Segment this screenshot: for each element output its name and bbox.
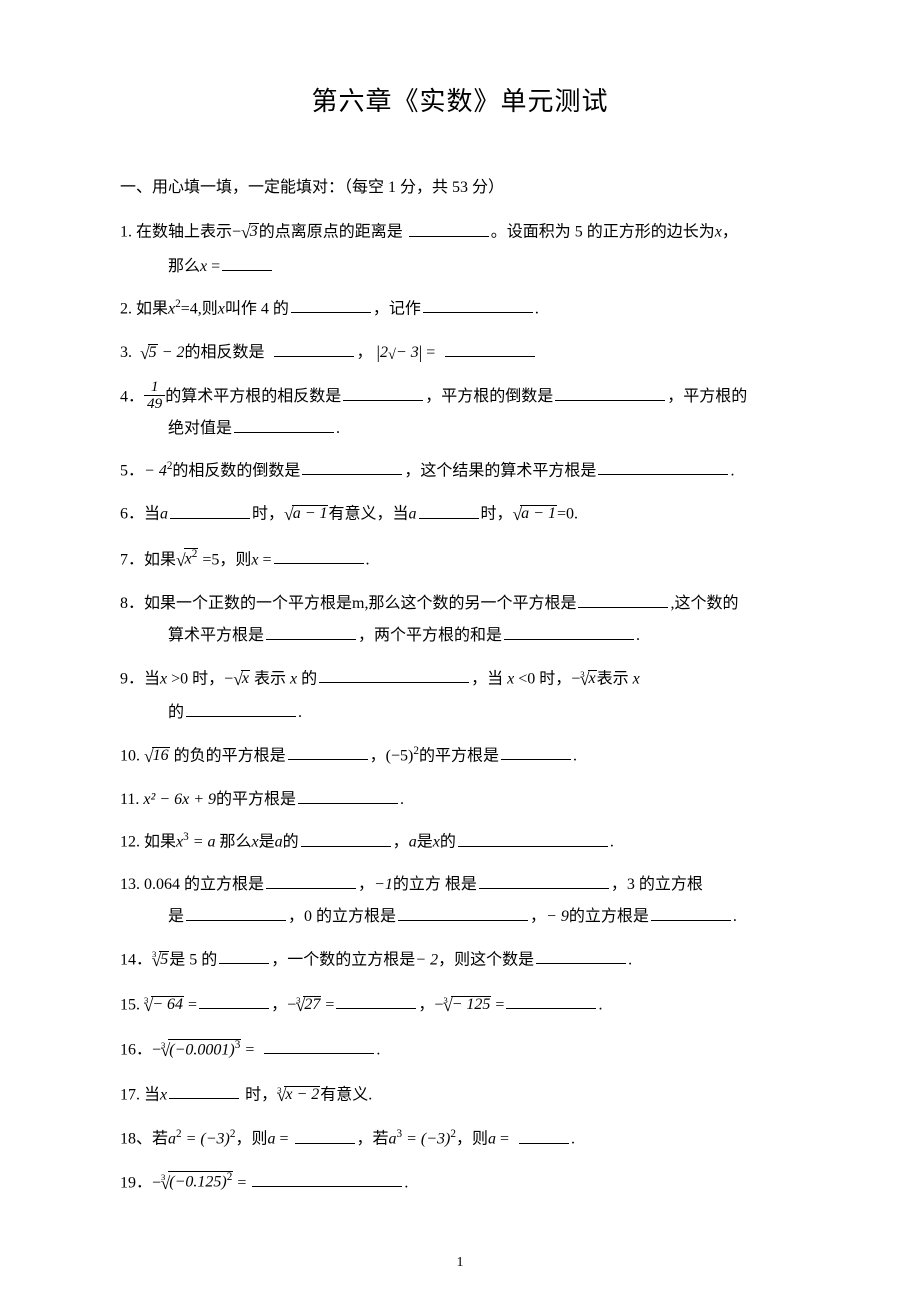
question-13: 13. 0.064 的立方根是，−1的立方 根是，3 的立方根 是，0 的立方根…	[120, 869, 800, 933]
blank	[409, 221, 489, 236]
blank	[264, 1039, 374, 1054]
q1-text-c: 。设面积为 5 的正方形的边长为	[491, 224, 715, 241]
question-1: 1. 在数轴上表示−√3的点离原点的距离是 。设面积为 5 的正方形的边长为x，…	[120, 215, 800, 282]
fraction-1-49: 149	[144, 379, 165, 410]
sqrt-x2: √x2	[176, 543, 198, 578]
blank	[219, 948, 269, 963]
blank	[536, 948, 626, 963]
cbrt-neg64: 3√− 64	[144, 988, 184, 1023]
blank	[170, 503, 250, 518]
sqrt-x: √x	[233, 662, 250, 697]
q1-text-a: 1. 在数轴上表示−	[120, 224, 241, 241]
blank	[519, 1128, 569, 1143]
blank	[291, 298, 371, 313]
question-19: 19．−3√(−0.125)2 = .	[120, 1166, 800, 1201]
cbrt-neg125: 3√− 125	[443, 988, 491, 1023]
blank	[252, 1172, 402, 1187]
blank	[266, 624, 356, 639]
page-number: 1	[120, 1251, 800, 1275]
question-10: 10. √16 的负的平方根是，(−5)2的平方根是.	[120, 739, 800, 774]
expr-x2-6x-9: x² − 6x + 9	[143, 791, 216, 808]
document-page: 第六章《实数》单元测试 一、用心填一填，一定能填对：（每空 1 分，共 53 分…	[0, 0, 920, 1315]
cbrt-x-2: 3√x − 2	[277, 1078, 320, 1113]
cbrt-x: 3√x	[580, 662, 596, 697]
section-heading: 一、用心填一填，一定能填对：（每空 1 分，共 53 分）	[120, 174, 800, 201]
blank	[169, 1084, 239, 1099]
blank	[419, 503, 479, 518]
question-18: 18、若a2 = (−3)2，则a = ，若a3 = (−3)2，则a = .	[120, 1123, 800, 1155]
question-4: 4．149的算术平方根的相反数是，平方根的倒数是，平方根的 绝对值是.	[120, 381, 800, 445]
blank	[186, 905, 286, 920]
blank	[186, 702, 296, 717]
question-6: 6．当a时，√a − 1有意义，当a时，√a − 1=0.	[120, 497, 800, 532]
question-9: 9．当x >0 时，−√x 表示 x 的，当 x <0 时，−3√x表示 x 的…	[120, 662, 800, 729]
blank	[501, 745, 571, 760]
blank	[479, 873, 609, 888]
question-2: 2. 如果x2=4,则x叫作 4 的，记作.	[120, 293, 800, 325]
sqrt-16: √16	[144, 739, 170, 774]
cbrt-neg0125-sq: 3√(−0.125)2	[161, 1166, 233, 1201]
blank	[288, 745, 368, 760]
blank	[301, 831, 391, 846]
blank	[336, 994, 416, 1009]
blank	[506, 994, 596, 1009]
question-8: 8．如果一个正数的一个平方根是m,那么这个数的另一个平方根是,这个数的 算术平方…	[120, 588, 800, 652]
cbrt-neg0001-cube: 3√(−0.0001)3	[161, 1033, 241, 1068]
cbrt-5: 3√5	[152, 943, 169, 978]
blank	[319, 668, 469, 683]
blank	[199, 994, 269, 1009]
blank	[555, 385, 665, 400]
question-7: 7．如果√x2 =5，则x =.	[120, 543, 800, 578]
blank	[598, 460, 728, 475]
blank	[274, 342, 354, 357]
question-14: 14．3√5是 5 的，一个数的立方根是− 2，则这个数是.	[120, 943, 800, 978]
blank	[504, 624, 634, 639]
blank	[423, 298, 533, 313]
blank	[302, 460, 402, 475]
sqrt-5: √5	[140, 336, 158, 371]
q2-text-a: 2. 如果	[120, 300, 168, 317]
blank	[458, 831, 608, 846]
blank	[234, 418, 334, 433]
blank	[298, 789, 398, 804]
blank	[578, 592, 668, 607]
page-title: 第六章《实数》单元测试	[120, 80, 800, 124]
sqrt-3: √3	[241, 215, 259, 250]
var-x: x	[715, 224, 722, 241]
question-15: 15. 3√− 64 =，−3√27 =，−3√− 125 =.	[120, 988, 800, 1023]
blank	[274, 549, 364, 564]
blank	[651, 905, 731, 920]
question-11: 11. x² − 6x + 9的平方根是.	[120, 784, 800, 816]
question-3: 3. √5 − 2的相反数是 ， |2√− 3| =	[120, 335, 800, 371]
question-17: 17. 当x 时，3√x − 2有意义.	[120, 1078, 800, 1113]
question-5: 5．− 42的相反数的倒数是，这个结果的算术平方根是.	[120, 455, 800, 487]
sqrt-a-1: √a − 1	[284, 497, 328, 532]
blank	[398, 905, 528, 920]
question-16: 16．−3√(−0.0001)3 = .	[120, 1033, 800, 1068]
blank	[343, 385, 423, 400]
q1-text-e: 那么	[168, 258, 200, 275]
blank	[445, 342, 535, 357]
q1-text-b: 的点离原点的距离是	[259, 224, 403, 241]
blank	[266, 873, 356, 888]
question-12: 12. 如果x3 = a 那么x是a的，a是x的.	[120, 826, 800, 858]
cbrt-27: 3√27	[296, 988, 321, 1023]
blank	[222, 255, 272, 270]
blank	[295, 1128, 355, 1143]
